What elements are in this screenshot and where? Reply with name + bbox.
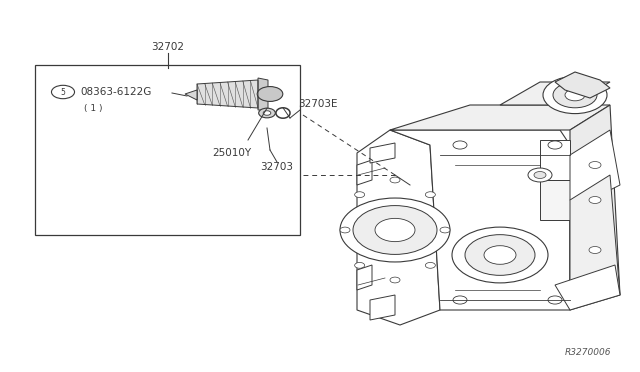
Polygon shape [390,105,610,130]
Circle shape [453,141,467,149]
Circle shape [548,296,562,304]
Circle shape [543,76,607,113]
Circle shape [355,192,365,198]
Circle shape [548,141,562,149]
Circle shape [589,161,601,169]
Polygon shape [370,143,395,163]
Circle shape [263,111,271,115]
Circle shape [257,87,283,102]
Polygon shape [500,82,610,105]
Circle shape [465,235,535,275]
Polygon shape [570,105,620,310]
Text: R3270006: R3270006 [564,348,611,357]
Circle shape [589,247,601,253]
Circle shape [51,85,74,99]
Circle shape [340,227,350,233]
Polygon shape [357,130,440,325]
Circle shape [589,276,601,283]
Text: ( 1 ): ( 1 ) [84,103,102,112]
Circle shape [589,196,601,203]
Circle shape [340,198,450,262]
Text: 25010Y: 25010Y [212,148,252,158]
Circle shape [453,296,467,304]
Circle shape [355,263,365,268]
Polygon shape [390,130,570,310]
Circle shape [375,218,415,242]
Circle shape [440,227,450,233]
Bar [35,65,300,235]
Text: 32702: 32702 [152,42,184,52]
Polygon shape [185,90,197,100]
Circle shape [534,171,546,179]
Polygon shape [370,295,395,320]
Polygon shape [555,265,620,310]
Circle shape [553,82,597,108]
Circle shape [452,227,548,283]
Polygon shape [570,130,620,205]
Polygon shape [258,78,268,110]
Circle shape [528,168,552,182]
Polygon shape [555,72,610,98]
Circle shape [565,89,585,101]
Polygon shape [540,180,570,220]
Circle shape [259,108,275,118]
Circle shape [426,192,435,198]
Text: 32703E: 32703E [298,99,337,109]
Text: 32703: 32703 [260,162,294,172]
Circle shape [426,263,435,268]
Polygon shape [357,265,372,290]
Polygon shape [357,160,372,185]
Circle shape [390,177,400,183]
Text: 08363-6122G: 08363-6122G [80,87,152,97]
Circle shape [353,206,437,254]
Polygon shape [570,175,620,295]
Circle shape [390,277,400,283]
Text: 5: 5 [61,87,65,96]
Polygon shape [197,80,258,108]
Circle shape [484,246,516,264]
Polygon shape [540,140,570,180]
